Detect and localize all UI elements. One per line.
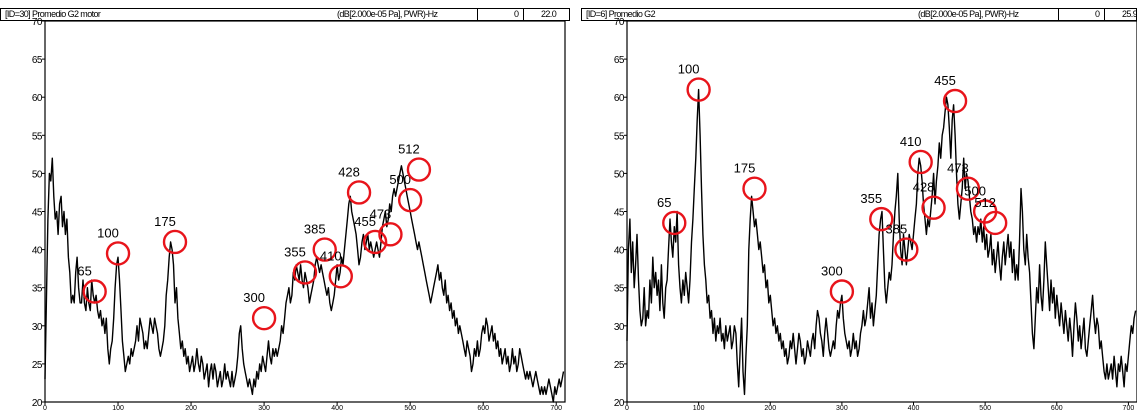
peak-label: 500	[389, 172, 411, 187]
peak-marker-circle	[686, 77, 711, 102]
y-tick-label: 60	[32, 93, 43, 104]
x-tick-label: 0	[43, 405, 47, 410]
peak-marker-circle	[869, 206, 894, 232]
peak-label: 512	[398, 142, 420, 157]
peak-label: 455	[354, 214, 376, 229]
x-tick-label: 500	[979, 405, 991, 410]
peak-label: 428	[338, 164, 360, 179]
peak-label: 175	[154, 214, 176, 229]
peak-label: 428	[913, 180, 935, 195]
peak-label: 300	[821, 264, 843, 279]
x-tick-label: 100	[112, 405, 124, 410]
y-tick-label: 25	[32, 360, 43, 371]
y-tick-label: 70	[614, 17, 625, 28]
chart-units: (dB[2.000e-05 Pa], PWR)-Hz	[337, 9, 438, 19]
y-tick-label: 50	[32, 169, 43, 180]
peak-label: 175	[734, 161, 756, 176]
x-tick-label: 300	[836, 405, 848, 410]
x-tick-label: 700	[550, 405, 562, 410]
peak-marker-circle	[312, 237, 337, 262]
chart-panel-right: [ID=6] Promedio G2 (dB[2.000e-05 Pa], PW…	[581, 0, 1137, 410]
x-tick-label: 600	[477, 405, 489, 410]
peak-marker-circle	[105, 241, 131, 266]
y-tick-label: 45	[614, 208, 625, 219]
y-tick-label: 20	[32, 398, 43, 409]
x-tick-label: 400	[331, 405, 343, 410]
peak-label: 100	[97, 225, 119, 240]
y-tick-label: 55	[614, 131, 625, 142]
peak-marker-circle	[894, 237, 919, 262]
y-tick-label: 40	[32, 246, 43, 257]
y-tick-label: 35	[614, 284, 625, 295]
x-tick-label: 400	[908, 405, 920, 410]
peak-marker-circle	[908, 149, 933, 175]
peak-marker-circle	[406, 157, 432, 182]
peak-marker-circle	[328, 264, 353, 289]
series-line	[626, 88, 1137, 396]
y-tick-label: 35	[32, 284, 43, 295]
peak-marker-circle	[346, 180, 372, 205]
y-tick-label: 45	[32, 208, 43, 219]
peak-marker-circle	[378, 222, 403, 247]
peak-marker-circle	[362, 229, 388, 255]
peak-marker-circle	[982, 210, 1008, 236]
peak-marker-circle	[162, 229, 188, 255]
x-tick-label: 100	[693, 405, 705, 410]
peak-label: 100	[678, 62, 700, 77]
chart-panel-left: [ID=30] Promedio G2 motor (dB[2.000e-05 …	[0, 8, 570, 410]
peak-label: 512	[974, 195, 996, 210]
peak-marker-circle	[397, 187, 423, 213]
y-tick-label: 25	[614, 360, 625, 371]
y-tick-label: 65	[32, 55, 43, 66]
y-tick-label: 40	[614, 246, 625, 257]
peak-label: 385	[304, 222, 326, 237]
chart-range-min: 0	[514, 9, 519, 19]
x-tick-label: 200	[764, 405, 776, 410]
y-tick-label: 65	[614, 55, 625, 66]
peak-label: 410	[320, 248, 342, 263]
chart-title: [ID=30] Promedio G2 motor	[5, 9, 101, 19]
peak-marker-circle	[955, 176, 981, 201]
y-tick-label: 30	[32, 322, 43, 333]
peak-label: 355	[284, 244, 306, 259]
peak-marker-circle	[292, 260, 318, 285]
peak-label: 300	[243, 290, 265, 305]
peak-label: 500	[964, 184, 986, 199]
x-tick-label: 600	[1051, 405, 1063, 410]
y-tick-label: 20	[614, 398, 625, 409]
x-tick-label: 500	[404, 405, 416, 410]
y-tick-label: 30	[614, 322, 625, 333]
peak-label: 385	[886, 222, 908, 237]
peak-marker-circle	[662, 210, 687, 236]
peak-label: 455	[934, 73, 956, 88]
chart-range-max: 22.0	[541, 9, 557, 19]
chart-units: (dB[2.000e-05 Pa], PWR)-Hz	[918, 9, 1019, 19]
y-tick-label: 55	[32, 131, 43, 142]
y-tick-label: 60	[614, 93, 625, 104]
peak-marker-circle	[829, 279, 855, 304]
y-tick-label: 50	[614, 169, 625, 180]
series-line	[44, 157, 565, 403]
peak-marker-circle	[942, 88, 968, 114]
peak-label: 65	[77, 264, 91, 279]
x-tick-label: 300	[258, 405, 270, 410]
peak-label: 65	[657, 195, 671, 210]
peak-marker-circle	[82, 279, 107, 304]
peak-label: 473	[370, 206, 392, 221]
peak-label: 473	[947, 161, 969, 176]
peak-marker-circle	[251, 305, 277, 331]
x-tick-label: 0	[625, 405, 629, 410]
peak-label: 410	[900, 134, 922, 149]
x-tick-label: 200	[185, 405, 197, 410]
chart-range-max: 25.9	[1122, 9, 1137, 19]
x-tick-label: 700	[1123, 405, 1135, 410]
y-tick-label: 70	[32, 17, 43, 28]
peak-marker-circle	[742, 176, 767, 201]
chart-range-min: 0	[1095, 9, 1100, 19]
chart-title: [ID=6] Promedio G2	[586, 9, 656, 19]
peak-label: 355	[860, 191, 882, 206]
peak-marker-circle	[921, 195, 946, 220]
